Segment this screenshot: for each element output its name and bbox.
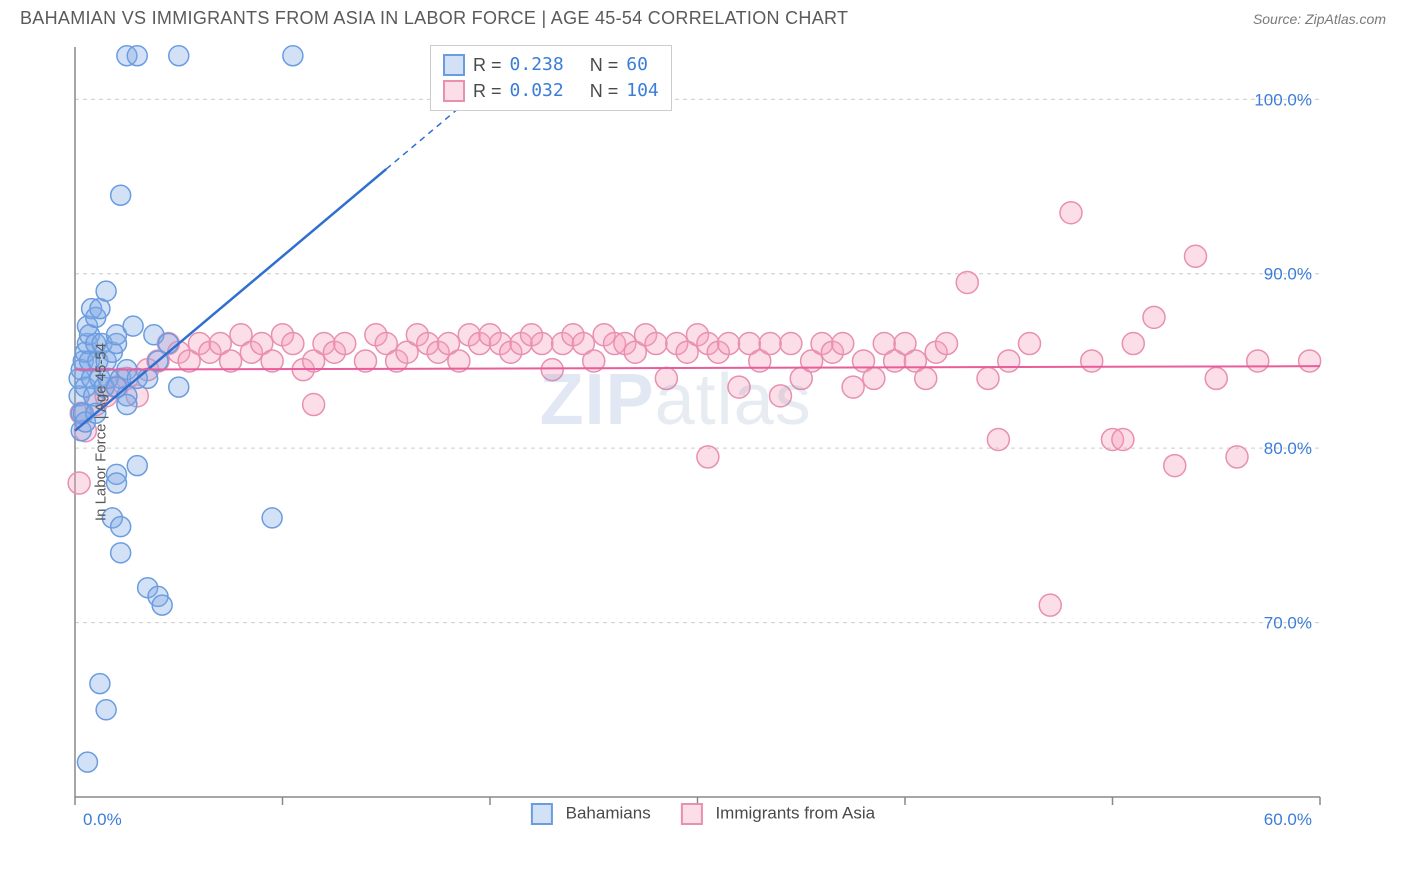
- svg-text:0.0%: 0.0%: [83, 810, 122, 827]
- legend-bottom-swatch-0: [531, 803, 553, 825]
- n-value-0: 60: [626, 52, 648, 78]
- svg-text:100.0%: 100.0%: [1254, 90, 1312, 109]
- r-value-0: 0.238: [510, 52, 564, 78]
- svg-text:70.0%: 70.0%: [1264, 614, 1312, 633]
- legend-bottom-label-0: Bahamians: [566, 803, 651, 822]
- legend-bottom-label-1: Immigrants from Asia: [715, 803, 875, 822]
- r-label-0: R =: [473, 52, 502, 78]
- r-value-1: 0.032: [510, 78, 564, 104]
- y-axis-label: In Labor Force | Age 45-54: [93, 343, 110, 521]
- chart-title: BAHAMIAN VS IMMIGRANTS FROM ASIA IN LABO…: [20, 8, 848, 29]
- chart-header: BAHAMIAN VS IMMIGRANTS FROM ASIA IN LABO…: [0, 0, 1406, 33]
- n-label-0: N =: [590, 52, 619, 78]
- legend-row-1: R = 0.032 N = 104: [443, 78, 659, 104]
- legend-row-0: R = 0.238 N = 60: [443, 52, 659, 78]
- svg-text:90.0%: 90.0%: [1264, 265, 1312, 284]
- legend-swatch-0: [443, 54, 465, 76]
- legend-item-1: Immigrants from Asia: [681, 803, 875, 825]
- legend-bottom-swatch-1: [681, 803, 703, 825]
- n-value-1: 104: [626, 78, 659, 104]
- n-label-1: N =: [590, 78, 619, 104]
- scatter-chart: 70.0% 80.0% 90.0% 100.0% 0.0% 60.0%: [20, 37, 1350, 827]
- chart-source: Source: ZipAtlas.com: [1253, 11, 1386, 27]
- legend-swatch-1: [443, 80, 465, 102]
- r-label-1: R =: [473, 78, 502, 104]
- series-legend: Bahamians Immigrants from Asia: [531, 803, 875, 825]
- svg-text:80.0%: 80.0%: [1264, 439, 1312, 458]
- correlation-legend: R = 0.238 N = 60 R = 0.032 N = 104: [430, 45, 672, 111]
- svg-text:60.0%: 60.0%: [1264, 810, 1312, 827]
- legend-item-0: Bahamians: [531, 803, 651, 825]
- chart-area: In Labor Force | Age 45-54 ZIPatlas 70.0…: [20, 37, 1386, 827]
